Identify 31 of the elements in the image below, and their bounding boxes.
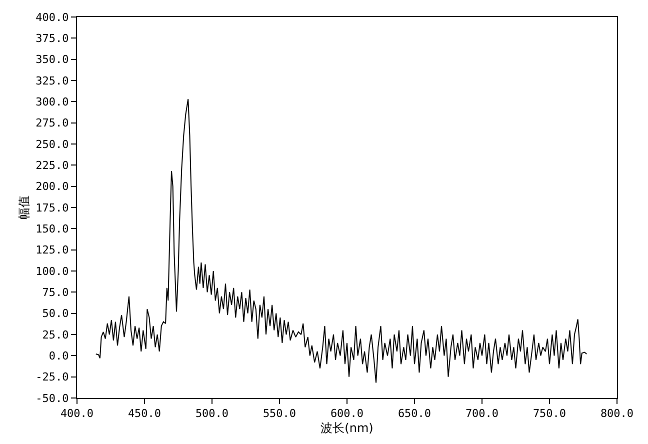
y-tick-label: 375.0 [36,32,69,46]
x-tick-label: 400.0 [60,407,94,420]
x-tick-label: 500.0 [195,407,229,420]
y-tick-label: 300.0 [36,96,69,109]
y-tick-label: 175.0 [36,201,69,214]
x-tick-label: 650.0 [398,407,432,420]
y-tick-label: 150.0 [36,222,69,236]
y-tick-label: 225.0 [36,159,69,172]
x-tick-label: 600.0 [330,407,364,420]
x-tick-label: 700.0 [465,407,499,420]
y-tick-label: 200.0 [36,180,69,194]
y-tick-label: 125.0 [36,244,69,257]
x-tick-label: 550.0 [262,407,296,420]
y-tick-label: 100.0 [36,264,69,278]
y-tick-label: 350.0 [36,53,69,66]
x-axis-title: 波长(nm) [320,421,374,436]
y-tick-label: 0.0 [48,350,69,363]
y-tick-label: 25.0 [42,328,69,342]
line-series [95,98,588,384]
y-tick-label: -50.0 [36,392,69,405]
x-tick-label: 450.0 [128,407,162,420]
y-tick-label: 275.0 [36,116,69,130]
x-tick-label: 800.0 [600,407,634,420]
y-tick-label: 250.0 [36,138,69,151]
y-tick-label: 50.0 [42,307,69,320]
y-tick-label: 325.0 [36,74,69,88]
y-tick-label: 75.0 [42,286,69,300]
y-tick-label: -25.0 [36,370,69,384]
y-axis-title: 幅值 [16,196,31,220]
y-tick-label: 400.0 [36,10,69,24]
x-tick-label: 750.0 [532,407,566,420]
